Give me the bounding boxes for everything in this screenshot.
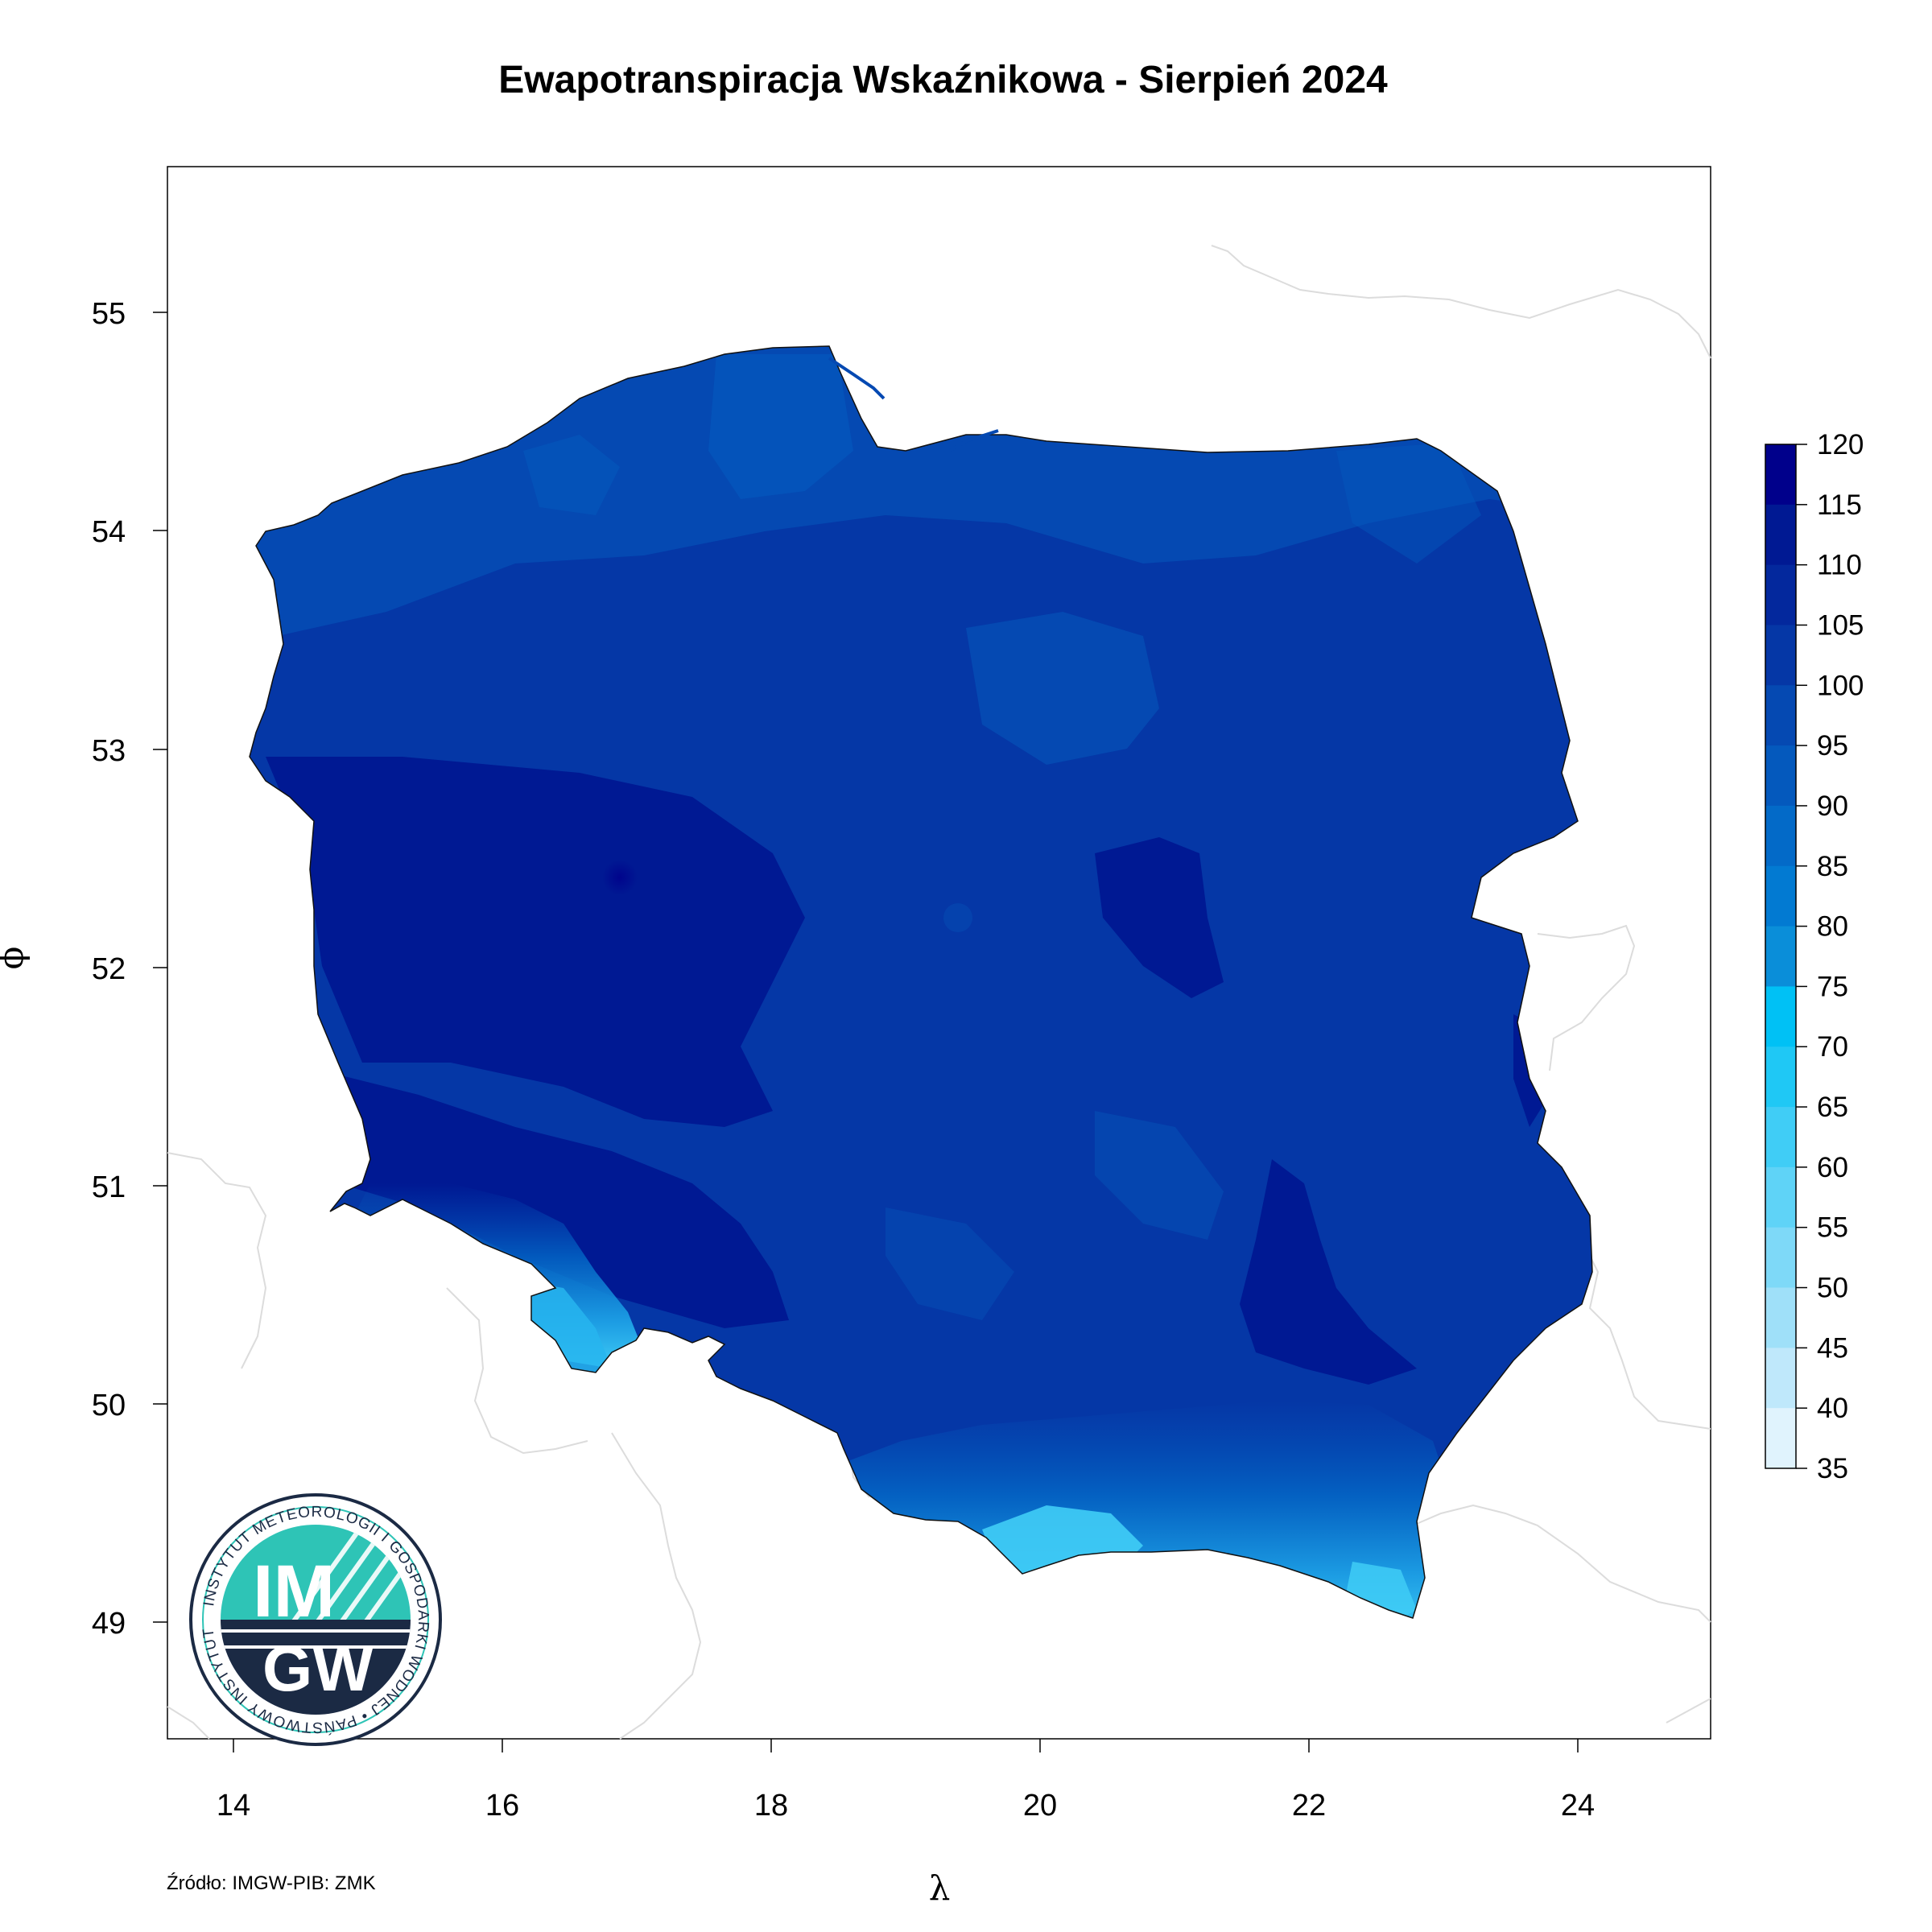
y-tick-label: 54 xyxy=(92,515,126,549)
legend-label: 60 xyxy=(1817,1152,1848,1183)
vistula-spit xyxy=(948,429,999,452)
y-tick-label: 51 xyxy=(92,1170,126,1204)
logo-monogram-bottom: GW xyxy=(262,1633,374,1704)
legend-swatch xyxy=(1765,444,1796,506)
legend-swatch xyxy=(1765,865,1796,927)
legend-swatch xyxy=(1765,986,1796,1047)
legend-label: 65 xyxy=(1817,1092,1848,1123)
imgw-logo: IM GW INSTYTUT METEOROLOGII I GOSPODARKI… xyxy=(189,1493,442,1746)
hel-peninsula xyxy=(828,357,886,400)
x-tick-label: 24 xyxy=(1561,1789,1595,1823)
legend-swatch xyxy=(1765,1408,1796,1469)
x-tick-label: 18 xyxy=(754,1789,788,1823)
x-axis xyxy=(233,1739,1579,1752)
legend-swatch xyxy=(1765,1348,1796,1409)
legend-swatch xyxy=(1765,1287,1796,1348)
x-tick-label: 22 xyxy=(1292,1789,1326,1823)
legend-swatch xyxy=(1765,805,1796,867)
x-tick-label: 16 xyxy=(485,1789,519,1823)
legend-label: 45 xyxy=(1817,1332,1848,1364)
legend-label: 120 xyxy=(1817,429,1864,460)
x-tick-label: 20 xyxy=(1023,1789,1057,1823)
legend-swatch xyxy=(1765,1107,1796,1168)
legend-swatch xyxy=(1765,504,1796,566)
legend-label: 80 xyxy=(1817,911,1848,943)
legend-label: 50 xyxy=(1817,1273,1848,1304)
legend-swatch xyxy=(1765,564,1796,625)
y-axis-title: ϕ xyxy=(0,947,31,970)
y-tick-label: 50 xyxy=(92,1389,126,1422)
neighbour-borders xyxy=(167,245,1711,1740)
y-tick-label: 53 xyxy=(92,734,126,768)
x-tick-label: 14 xyxy=(217,1789,250,1823)
y-tick-label: 55 xyxy=(92,297,126,331)
y-tick-label: 49 xyxy=(92,1607,126,1641)
legend-swatch xyxy=(1765,1046,1796,1108)
legend-swatch xyxy=(1765,625,1796,686)
legend-label: 70 xyxy=(1817,1031,1848,1063)
legend-swatch xyxy=(1765,1166,1796,1228)
legend-label: 110 xyxy=(1817,550,1862,581)
map-title: Ewapotranspiracja Wskaźnikowa - Sierpień… xyxy=(498,59,1388,101)
legend-frame xyxy=(1765,444,1797,1469)
y-tick-label: 52 xyxy=(92,952,126,986)
legend-label: 90 xyxy=(1817,791,1848,822)
legend-label: 100 xyxy=(1817,670,1864,701)
legend-label: 35 xyxy=(1817,1453,1848,1484)
color-legend: 120 115 110 105 100 95 90 85 80 75 70 65 60 55 50 45 40 3… xyxy=(1765,429,1864,1484)
legend-swatch xyxy=(1765,1227,1796,1289)
legend-label: 75 xyxy=(1817,971,1848,1002)
x-axis-title: λ xyxy=(929,1868,951,1908)
y-axis xyxy=(153,312,167,1623)
poland-outline xyxy=(249,345,1593,1619)
logo-monogram-top: IM xyxy=(253,1550,335,1633)
legend-label: 115 xyxy=(1817,489,1862,521)
legend-swatch xyxy=(1765,926,1796,987)
legend-swatch xyxy=(1765,685,1796,746)
legend-label: 40 xyxy=(1817,1393,1848,1424)
source-note: Źródło: IMGW-PIB: ZMK xyxy=(167,1872,376,1894)
legend-label: 105 xyxy=(1817,609,1864,641)
legend-label: 55 xyxy=(1817,1212,1848,1244)
legend-label: 85 xyxy=(1817,851,1848,882)
legend-label: 95 xyxy=(1817,730,1848,762)
legend-swatch xyxy=(1765,745,1796,807)
